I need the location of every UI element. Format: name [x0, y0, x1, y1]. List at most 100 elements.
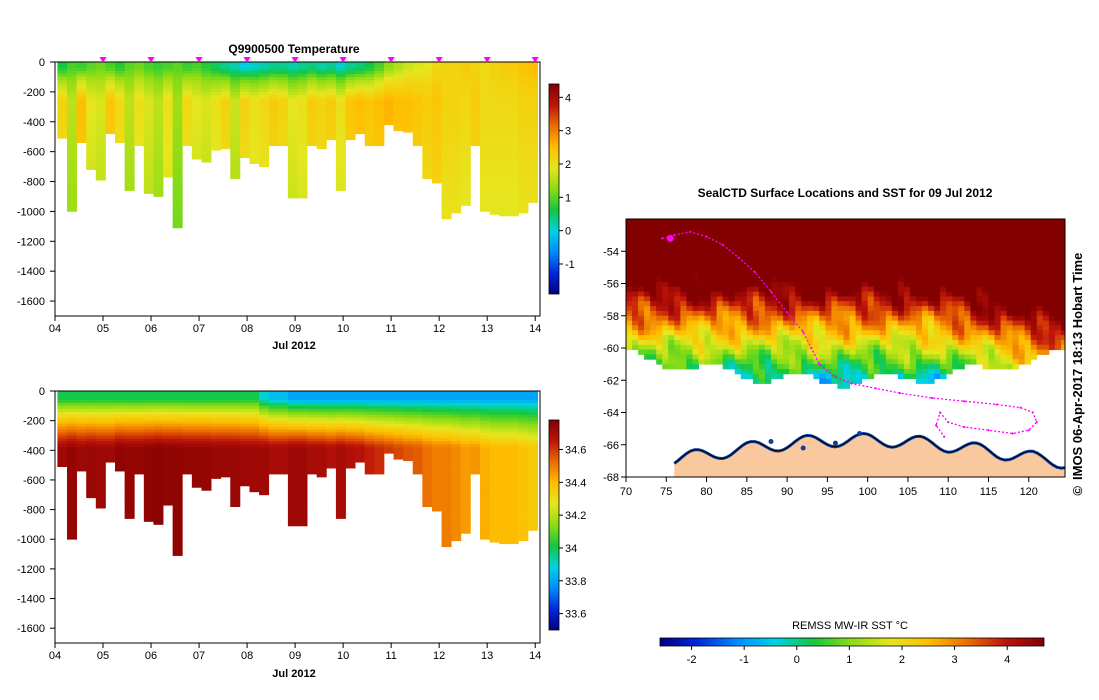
profile-cell	[508, 154, 519, 159]
sst-cell	[777, 315, 784, 321]
sst-cell	[734, 320, 742, 326]
sst-cell	[740, 349, 748, 355]
sst-cell	[644, 315, 651, 321]
profile-cell	[239, 408, 250, 413]
profile-cell	[441, 500, 452, 505]
sst-cell	[686, 364, 693, 370]
sst-cell	[632, 238, 639, 244]
profile-cell	[470, 405, 481, 410]
profile-cell	[134, 456, 145, 460]
profile-cell	[489, 88, 500, 93]
profile-cell	[316, 115, 327, 120]
profile-cell	[124, 435, 135, 439]
sst-cell	[752, 330, 760, 336]
profile-cell	[499, 118, 510, 123]
profile-cell	[191, 438, 202, 442]
profile-cell	[95, 444, 106, 448]
y-tick-label: 0	[39, 386, 45, 398]
profile-cell	[268, 459, 279, 463]
sst-cell	[783, 344, 790, 351]
profile-cell	[355, 97, 366, 102]
profile-cell	[259, 408, 270, 413]
profile-cell	[470, 118, 481, 123]
profile-cell	[220, 62, 231, 66]
profile-cell	[67, 509, 77, 513]
y-tick-label: -1400	[17, 266, 45, 278]
profile-cell	[268, 136, 279, 141]
profile-cell	[153, 503, 164, 508]
profile-cell	[163, 393, 174, 398]
profile-cell	[134, 91, 145, 96]
profile-cell	[278, 70, 289, 75]
sst-cell	[662, 344, 669, 351]
sst-cell	[674, 238, 681, 244]
profile-cell	[287, 121, 298, 126]
profile-cell	[489, 476, 500, 481]
profile-cell	[67, 414, 77, 419]
profile-cell	[163, 64, 174, 69]
profile-cell	[489, 491, 500, 496]
profile-cell	[383, 85, 394, 90]
profile-cell	[182, 453, 193, 457]
profile-cell	[115, 130, 126, 135]
profile-cell	[451, 533, 462, 537]
profile-cell	[499, 456, 510, 460]
sst-cell	[674, 233, 681, 239]
profile-cell	[441, 518, 452, 522]
profile-cell	[528, 163, 538, 167]
profile-cell	[278, 139, 289, 144]
profile-cell	[412, 471, 423, 475]
profile-cell	[470, 441, 481, 445]
profile-cell	[124, 127, 135, 132]
profile-cell	[134, 465, 145, 469]
sst-cell	[771, 252, 778, 259]
profile-cell	[153, 432, 164, 436]
profile-cell	[335, 417, 346, 422]
profile-cell	[479, 139, 490, 144]
profile-cell	[335, 130, 346, 135]
sst-cell	[813, 325, 820, 331]
profile-cell	[220, 106, 231, 111]
profile-cell	[153, 509, 164, 513]
sst-cell	[825, 339, 832, 346]
profile-cell	[528, 70, 538, 75]
profile-cell	[76, 103, 87, 108]
profile-cell	[86, 432, 97, 436]
sst-cell	[837, 339, 844, 346]
sst-cell	[662, 228, 669, 234]
profile-cell	[479, 453, 490, 457]
profile-cell	[499, 91, 510, 96]
sst-cell	[710, 219, 718, 225]
sst-cell	[831, 223, 838, 230]
profile-cell	[422, 112, 433, 117]
profile-cell	[172, 485, 183, 490]
profile-cell	[67, 190, 77, 194]
profile-cell	[278, 124, 289, 129]
profile-cell	[316, 396, 327, 401]
sst-cell	[807, 369, 814, 375]
profile-cell	[163, 414, 174, 419]
sst-cell	[795, 238, 802, 244]
temperature-xlabel: Jul 2012	[272, 340, 315, 352]
profile-cell	[528, 417, 538, 422]
profile-cell	[489, 106, 500, 111]
sst-cell	[644, 339, 651, 346]
profile-cell	[67, 85, 77, 90]
profile-cell	[518, 97, 529, 102]
profile-cell	[115, 136, 126, 141]
profile-cell	[115, 468, 126, 472]
profile-cell	[383, 67, 394, 72]
profile-cell	[172, 121, 183, 126]
profile-cell	[451, 193, 462, 197]
profile-cell	[259, 491, 270, 496]
profile-cell	[268, 79, 279, 84]
sst-cell	[843, 349, 850, 355]
profile-cell	[508, 506, 519, 510]
profile-cell	[95, 476, 106, 481]
profile-cell	[134, 399, 145, 404]
profile-cell	[57, 103, 68, 108]
profile-cell	[335, 160, 346, 164]
profile-cell	[470, 429, 481, 433]
profile-cell	[268, 456, 279, 460]
